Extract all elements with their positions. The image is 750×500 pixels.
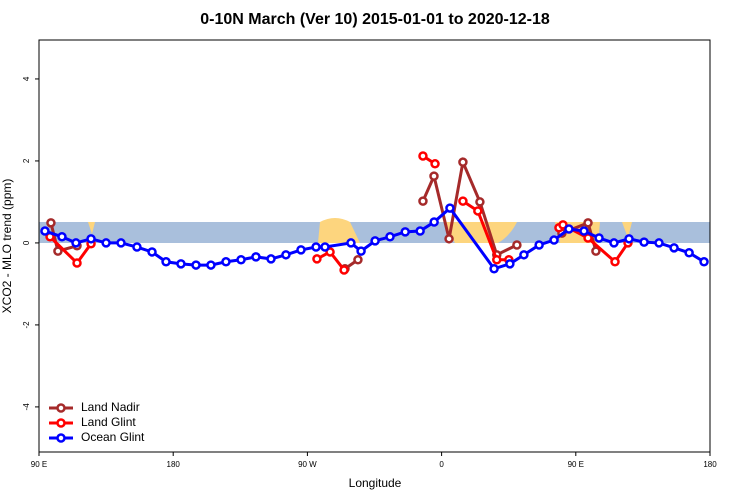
point — [489, 264, 499, 274]
point — [311, 242, 321, 252]
point — [86, 234, 96, 244]
point — [281, 250, 291, 260]
point — [512, 240, 522, 250]
point — [415, 226, 425, 236]
x-tick-label: 0 — [439, 460, 444, 469]
y-tick-label: 0 — [22, 240, 31, 245]
legend-label: Ocean Glint — [81, 430, 145, 444]
point — [356, 246, 366, 256]
point — [473, 206, 483, 216]
point — [458, 196, 468, 206]
legend-label: Land Nadir — [81, 400, 140, 414]
point — [71, 238, 81, 248]
point — [40, 226, 50, 236]
point — [669, 243, 679, 253]
point — [610, 257, 620, 267]
x-axis-label: Longitude — [349, 476, 402, 490]
point — [206, 260, 216, 270]
point — [583, 218, 593, 228]
point — [534, 240, 544, 250]
point — [519, 250, 529, 260]
point — [132, 242, 142, 252]
series-line — [48, 154, 630, 271]
point — [116, 238, 126, 248]
point — [639, 237, 649, 247]
point — [161, 257, 171, 267]
y-tick-label: -2 — [22, 321, 31, 329]
point — [296, 245, 306, 255]
point — [564, 224, 574, 234]
y-tick-label: 4 — [22, 76, 31, 81]
x-tick-label: 90 E — [568, 460, 584, 469]
point — [418, 151, 428, 161]
point — [176, 259, 186, 269]
point — [579, 226, 589, 236]
point — [684, 248, 694, 258]
point — [475, 197, 485, 207]
point — [458, 157, 468, 167]
y-tick-label: -4 — [22, 403, 31, 411]
point — [445, 203, 455, 213]
point — [492, 254, 502, 265]
point — [624, 234, 634, 244]
point — [339, 265, 349, 275]
point — [591, 246, 601, 256]
point — [57, 232, 67, 242]
point — [346, 238, 356, 248]
point — [101, 238, 111, 248]
x-tick-label: 90 E — [31, 460, 47, 469]
legend-marker — [56, 433, 66, 443]
y-axis-label: XCO2 - MLO trend (ppm) — [0, 179, 14, 314]
y-tick-label: 2 — [22, 158, 31, 163]
point — [251, 252, 261, 262]
point — [594, 233, 604, 243]
legend-label: Land Glint — [81, 415, 136, 429]
point — [53, 246, 63, 256]
point — [429, 171, 439, 181]
point — [385, 232, 395, 242]
point — [429, 217, 439, 227]
point — [312, 254, 322, 264]
point — [266, 254, 276, 264]
point — [699, 257, 709, 267]
x-tick-label: 180 — [703, 460, 717, 469]
point — [320, 242, 330, 252]
point — [418, 196, 428, 206]
point — [430, 159, 440, 169]
point — [505, 259, 515, 269]
point — [444, 234, 454, 244]
point — [236, 254, 246, 265]
legend-marker — [56, 418, 66, 428]
point — [558, 220, 568, 230]
x-tick-label: 90 W — [298, 460, 317, 469]
point — [353, 254, 363, 265]
point — [46, 218, 56, 228]
point — [191, 260, 201, 270]
point — [370, 236, 380, 246]
map-band — [39, 222, 710, 243]
point — [147, 247, 157, 257]
point — [609, 238, 619, 248]
x-tick-label: 180 — [167, 460, 181, 469]
point — [72, 258, 82, 268]
series-line — [49, 156, 598, 270]
legend-marker — [56, 403, 66, 413]
point — [654, 238, 664, 248]
chart-title: 0-10N March (Ver 10) 2015-01-01 to 2020-… — [200, 11, 550, 28]
point — [221, 257, 231, 267]
plot-frame — [38, 39, 711, 453]
point — [400, 227, 410, 237]
point — [549, 235, 559, 245]
